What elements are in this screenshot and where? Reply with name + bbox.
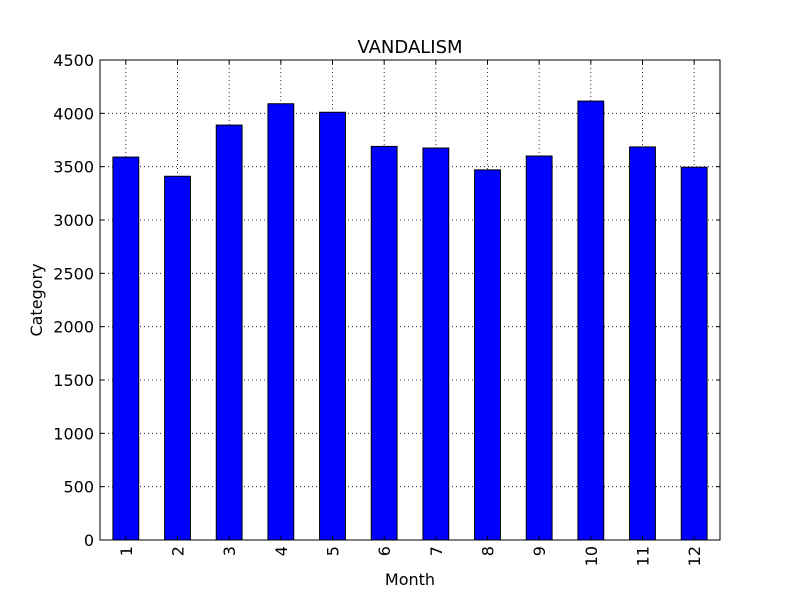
- y-tick-label: 1000: [53, 424, 94, 443]
- x-tick-label: 3: [220, 546, 239, 556]
- x-tick-label: 4: [272, 546, 291, 556]
- bar-month-3: [215, 124, 243, 541]
- y-tick-label: 4000: [53, 104, 94, 123]
- bar-month-9: [525, 155, 553, 541]
- x-tick-label: 8: [479, 546, 498, 556]
- chart-title: VANDALISM: [357, 37, 462, 58]
- x-tick-label: 7: [427, 546, 446, 556]
- x-tick-label: 11: [634, 546, 653, 566]
- y-tick-label: 3000: [53, 211, 94, 230]
- bar-month-2: [164, 175, 191, 541]
- bar-month-5: [319, 111, 346, 541]
- bar-month-8: [474, 169, 501, 541]
- y-tick-label: 1500: [53, 371, 94, 390]
- bar-month-6: [370, 145, 398, 541]
- y-tick-label: 2500: [53, 264, 94, 283]
- bar-month-4: [267, 103, 295, 541]
- x-tick-label: 12: [685, 546, 704, 566]
- x-tick-label: 6: [375, 546, 394, 556]
- bar-month-12: [680, 166, 708, 541]
- bar-month-7: [422, 147, 450, 541]
- x-tick-label: 2: [169, 546, 188, 556]
- y-tick-label: 0: [84, 531, 94, 550]
- y-axis-label: Category: [27, 263, 46, 336]
- grid: [100, 60, 720, 540]
- x-tick-label: 10: [582, 546, 601, 566]
- plot-frame: [99, 59, 721, 541]
- bar-month-11: [629, 146, 656, 541]
- y-tick-label: 500: [63, 478, 94, 497]
- bar-month-10: [577, 100, 605, 541]
- bar-month-1: [112, 156, 140, 541]
- x-axis-label: Month: [385, 570, 435, 589]
- x-tick-label: 1: [117, 546, 136, 556]
- x-tick-label: 9: [530, 546, 549, 556]
- y-tick-label: 3500: [53, 158, 94, 177]
- y-tick-label: 4500: [53, 51, 94, 70]
- bars: [112, 100, 708, 541]
- y-tick-label: 2000: [53, 318, 94, 337]
- x-tick-label: 5: [324, 546, 343, 556]
